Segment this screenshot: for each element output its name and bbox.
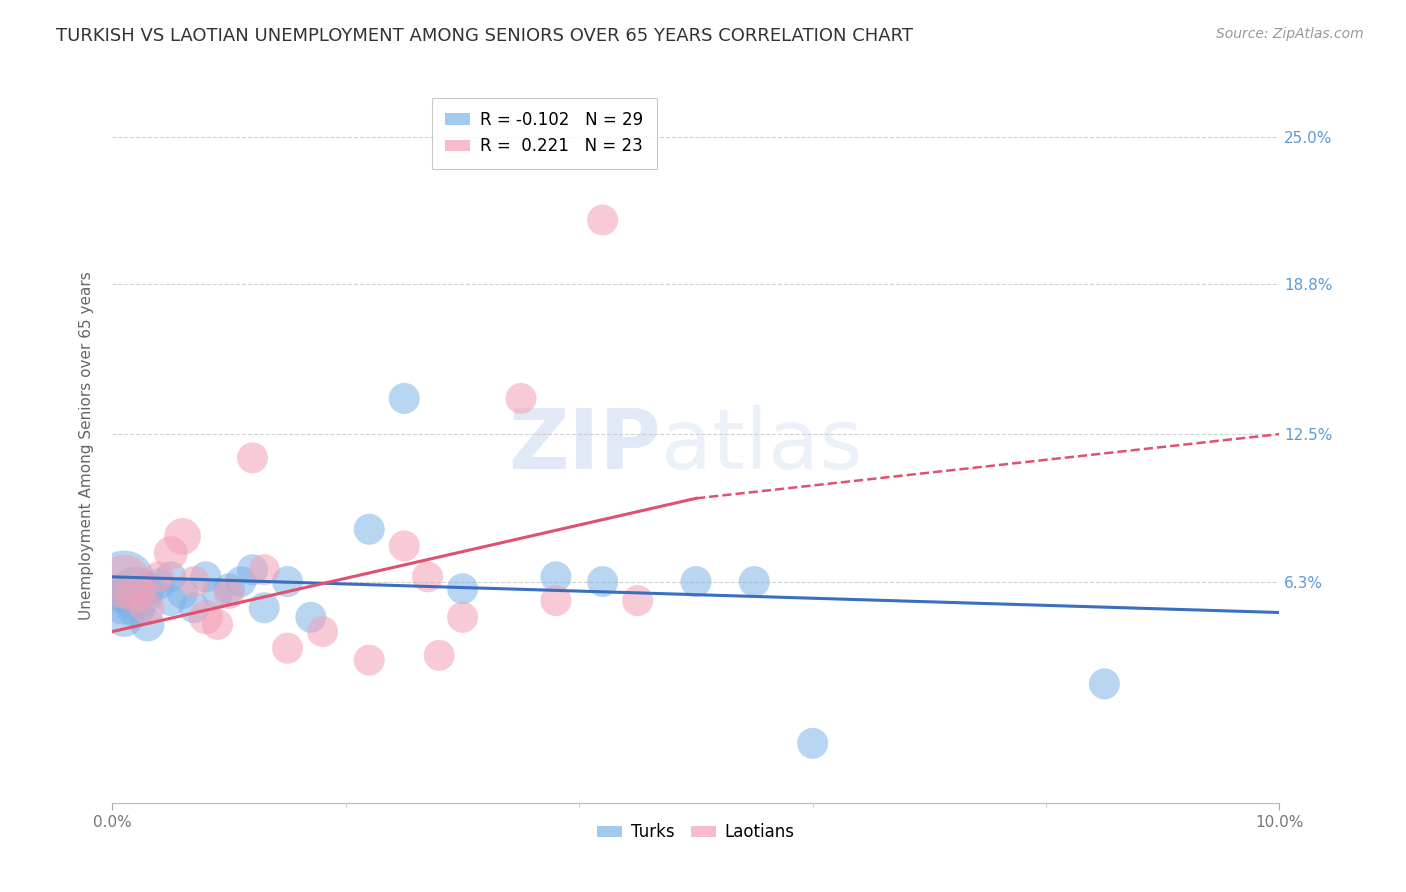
Point: [183, 600, 205, 615]
Point: [172, 529, 194, 543]
Text: Source: ZipAtlas.com: Source: ZipAtlas.com: [1216, 27, 1364, 41]
Point: [125, 586, 148, 600]
Point: [742, 574, 765, 589]
Point: [112, 593, 135, 607]
Point: [218, 582, 240, 596]
Point: [148, 570, 170, 584]
Point: [253, 563, 276, 577]
Point: [172, 586, 194, 600]
Point: [160, 546, 183, 560]
Point: [1094, 677, 1116, 691]
Point: [160, 570, 183, 584]
Point: [207, 586, 229, 600]
Point: [359, 522, 381, 536]
Point: [136, 582, 159, 596]
Point: [311, 624, 333, 639]
Point: [544, 593, 567, 607]
Point: [125, 586, 148, 600]
Point: [276, 641, 298, 656]
Point: [112, 574, 135, 589]
Point: [359, 653, 381, 667]
Point: [136, 617, 159, 632]
Point: [148, 577, 170, 591]
Point: [592, 574, 614, 589]
Point: [801, 736, 824, 750]
Point: [160, 593, 183, 607]
Legend: Turks, Laotians: Turks, Laotians: [591, 817, 801, 848]
Point: [544, 570, 567, 584]
Text: atlas: atlas: [661, 406, 863, 486]
Point: [125, 600, 148, 615]
Point: [242, 450, 264, 465]
Point: [427, 648, 450, 663]
Point: [253, 600, 276, 615]
Point: [394, 539, 416, 553]
Y-axis label: Unemployment Among Seniors over 65 years: Unemployment Among Seniors over 65 years: [79, 272, 94, 620]
Point: [394, 392, 416, 406]
Point: [194, 610, 217, 624]
Point: [207, 617, 229, 632]
Point: [112, 610, 135, 624]
Point: [242, 563, 264, 577]
Point: [112, 574, 135, 589]
Point: [276, 574, 298, 589]
Point: [183, 574, 205, 589]
Text: TURKISH VS LAOTIAN UNEMPLOYMENT AMONG SENIORS OVER 65 YEARS CORRELATION CHART: TURKISH VS LAOTIAN UNEMPLOYMENT AMONG SE…: [56, 27, 914, 45]
Point: [229, 574, 252, 589]
Point: [416, 570, 439, 584]
Point: [592, 213, 614, 227]
Point: [451, 610, 474, 624]
Point: [627, 593, 650, 607]
Point: [218, 586, 240, 600]
Point: [299, 610, 322, 624]
Point: [509, 392, 531, 406]
Point: [685, 574, 707, 589]
Point: [194, 570, 217, 584]
Text: ZIP: ZIP: [509, 406, 661, 486]
Point: [136, 600, 159, 615]
Point: [451, 582, 474, 596]
